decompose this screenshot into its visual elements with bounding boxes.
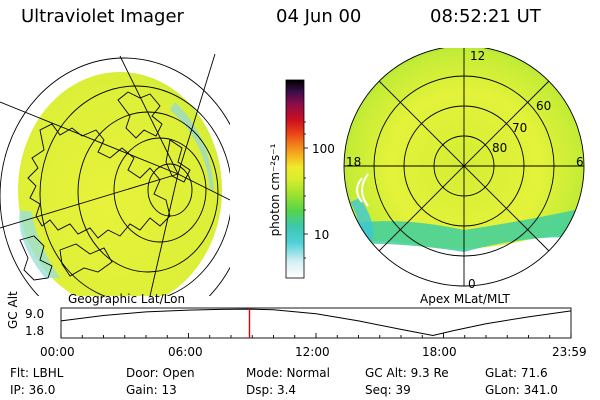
- x-tick-label-2359: 23:59: [552, 345, 587, 359]
- coastline: [19, 235, 53, 281]
- x-ticks: [60, 333, 572, 338]
- aurora-edge-band: [346, 208, 584, 252]
- uv-image-disk: [18, 72, 222, 296]
- glon-status: GLon: 341.0: [485, 383, 558, 397]
- dsp-status: Dsp: 3.4: [246, 383, 297, 397]
- geographic-map: [0, 53, 230, 296]
- coastline: [27, 123, 171, 239]
- gain-status: Gain: 13: [126, 383, 177, 397]
- glat-status: GLat: 71.6: [485, 366, 548, 380]
- altitude-chart: [60, 307, 572, 339]
- y-tick-1-8: 1.8: [25, 324, 45, 338]
- instrument-title: Ultraviolet Imager: [21, 6, 184, 27]
- right-map-caption: Apex MLat/MLT: [420, 292, 510, 306]
- mlat-label-80: 80: [492, 141, 507, 155]
- left-map-caption: Geographic Lat/Lon: [68, 292, 186, 306]
- mlat-label-60: 60: [536, 99, 551, 113]
- x-tick-label-1800: 18:00: [422, 345, 457, 359]
- x-tick-label-0000: 00:00: [40, 345, 75, 359]
- colorbar-tick-10: 10: [314, 228, 330, 242]
- image-edge-cyan: [19, 210, 61, 278]
- mlt-label-12: 12: [470, 49, 485, 63]
- y-tick-9: 9.0: [25, 307, 45, 321]
- colorbar: [285, 79, 308, 279]
- colorbar-unit-label: photon cm⁻²s⁻¹: [268, 143, 282, 237]
- mode-status: Mode: Normal: [246, 366, 330, 380]
- gc-alt-status: GC Alt: 9.3 Re: [365, 366, 449, 380]
- mlt-label-18: 18: [346, 155, 361, 169]
- colorbar-ticks: [304, 121, 308, 259]
- mlt-label-6: 6: [576, 155, 584, 169]
- x-tick-label-1200: 12:00: [295, 345, 330, 359]
- seq-status: Seq: 39: [365, 383, 411, 397]
- longitude-grid: [0, 53, 230, 296]
- x-tick-label-0600: 06:00: [168, 345, 203, 359]
- altitude-curve: [60, 308, 572, 337]
- door-status: Door: Open: [126, 366, 195, 380]
- colorbar-tick-100: 100: [312, 142, 335, 156]
- mlt-grid: [344, 48, 584, 286]
- mlat-mlt-map: 12 18 6 0 60 70 80: [343, 48, 585, 291]
- image-date: 04 Jun 00: [276, 6, 362, 27]
- colorbar-gradient: [285, 79, 305, 279]
- image-time: 08:52:21 UT: [430, 6, 541, 27]
- mlt-label-0: 0: [468, 277, 476, 291]
- mlat-label-70: 70: [512, 121, 527, 135]
- filter-status: Flt: LBHL: [10, 366, 64, 380]
- coastline: [117, 91, 163, 139]
- coastline: [59, 243, 113, 277]
- ip-status: IP: 36.0: [10, 383, 56, 397]
